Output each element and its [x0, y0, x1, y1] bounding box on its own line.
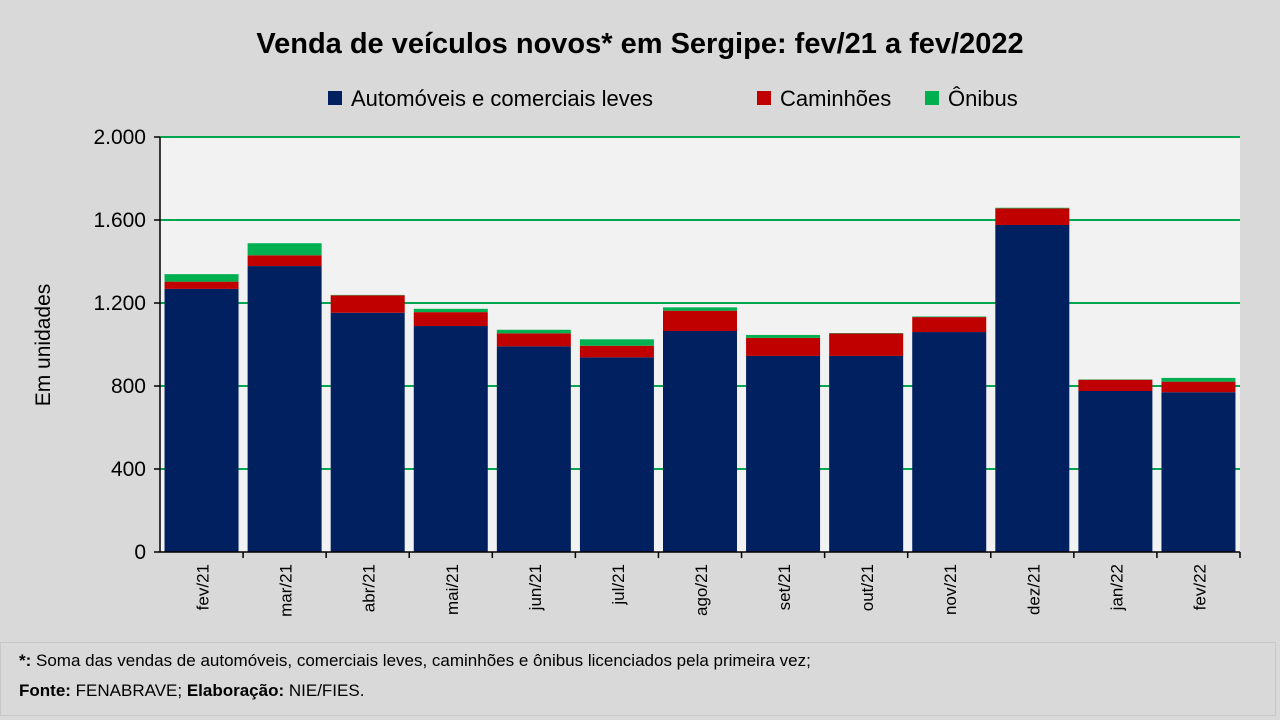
bar-segment	[1161, 381, 1236, 393]
bar-segment	[247, 266, 322, 552]
x-tick-label: jan/22	[1107, 564, 1126, 611]
bar-segment	[164, 288, 239, 552]
bar-segment	[663, 310, 737, 332]
bar-segment	[912, 332, 987, 552]
bar-segment	[496, 346, 571, 552]
note-marker: *:	[19, 651, 32, 670]
source-text: FENABRAVE;	[70, 681, 187, 700]
legend-swatch	[757, 91, 771, 105]
bar-segment	[663, 307, 737, 311]
bar-segment	[247, 255, 322, 267]
source-label: Fonte:	[19, 681, 71, 700]
bar-segment	[330, 295, 405, 313]
x-tick-label: mar/21	[277, 564, 296, 617]
bar-segment	[1161, 377, 1236, 382]
bar-segment	[995, 208, 1070, 225]
x-tick-label: out/21	[858, 564, 877, 611]
bar-segment	[496, 329, 571, 334]
x-tick-label: fev/21	[194, 564, 213, 610]
bar-segment	[746, 334, 821, 338]
elab-label: Elaboração:	[186, 681, 285, 700]
y-tick-label: 2.000	[93, 126, 146, 149]
y-axis-label: Em unidades	[32, 284, 55, 407]
note-text: Soma das vendas de automóveis, comerciai…	[31, 651, 811, 670]
legend-label: Automóveis e comerciais leves	[351, 86, 653, 111]
footnote-note: *: Soma das vendas de automóveis, comerc…	[19, 651, 811, 671]
x-tick-label: jun/21	[526, 564, 545, 611]
axes: 0 400 800 1.200 1.600 2.000 fev/21 mar/21 abr/21…	[93, 126, 1241, 617]
y-tick-label: 1.600	[93, 209, 146, 232]
elab-text: NIE/FIES.	[284, 681, 365, 700]
bar-segment	[579, 345, 654, 358]
footnote-source: Fonte: FENABRAVE; Elaboração: NIE/FIES.	[19, 681, 364, 701]
bar-segment	[330, 312, 405, 552]
bar-segment	[1078, 379, 1153, 391]
x-tick-label: jul/21	[609, 564, 628, 606]
bar-segment	[746, 337, 821, 356]
footnote: *: Soma das vendas de automóveis, comerc…	[0, 642, 1276, 716]
bar-segment	[995, 224, 1070, 553]
x-tick-label: nov/21	[941, 564, 960, 615]
bar-segment	[413, 312, 488, 327]
chart-title: Venda de veículos novos* em Sergipe: fev…	[256, 28, 1023, 60]
y-tick-label: 0	[134, 541, 146, 564]
legend-label: Ônibus	[948, 86, 1018, 111]
x-tick-label: mai/21	[443, 564, 462, 615]
bar-segment	[1078, 390, 1153, 552]
bar-segment	[829, 355, 904, 552]
legend-label: Caminhões	[780, 86, 891, 111]
x-tick-label: fev/22	[1190, 564, 1209, 610]
bar-segment	[579, 339, 654, 346]
bar-segment	[912, 317, 987, 333]
bar-segment	[829, 333, 904, 356]
bar-segment	[247, 243, 322, 256]
bar-segment	[746, 355, 821, 552]
legend: Automóveis e comerciais leves Caminhões Ôn…	[328, 86, 1018, 111]
y-tick-label: 1.200	[93, 292, 146, 315]
bar-segment	[995, 207, 1070, 209]
bar-segment	[496, 333, 571, 347]
legend-swatch	[925, 91, 939, 105]
y-tick-label: 800	[111, 375, 146, 398]
bar-segment	[164, 274, 239, 282]
bars	[164, 207, 1236, 553]
bar-segment	[413, 326, 488, 552]
x-tick-label: ago/21	[692, 564, 711, 616]
bar-segment	[413, 308, 488, 313]
x-tick-label: set/21	[775, 564, 794, 610]
x-tick-label: dez/21	[1024, 564, 1043, 615]
bar-segment	[579, 357, 654, 552]
legend-swatch	[328, 91, 342, 105]
stacked-bar-chart: Venda de veículos novos* em Sergipe: fev…	[32, 28, 1241, 617]
bar-segment	[663, 331, 737, 552]
x-tick-label: abr/21	[360, 564, 379, 612]
bar-segment	[912, 316, 987, 318]
bar-segment	[164, 281, 239, 289]
bar-segment	[1161, 392, 1236, 552]
y-tick-label: 400	[111, 458, 146, 481]
